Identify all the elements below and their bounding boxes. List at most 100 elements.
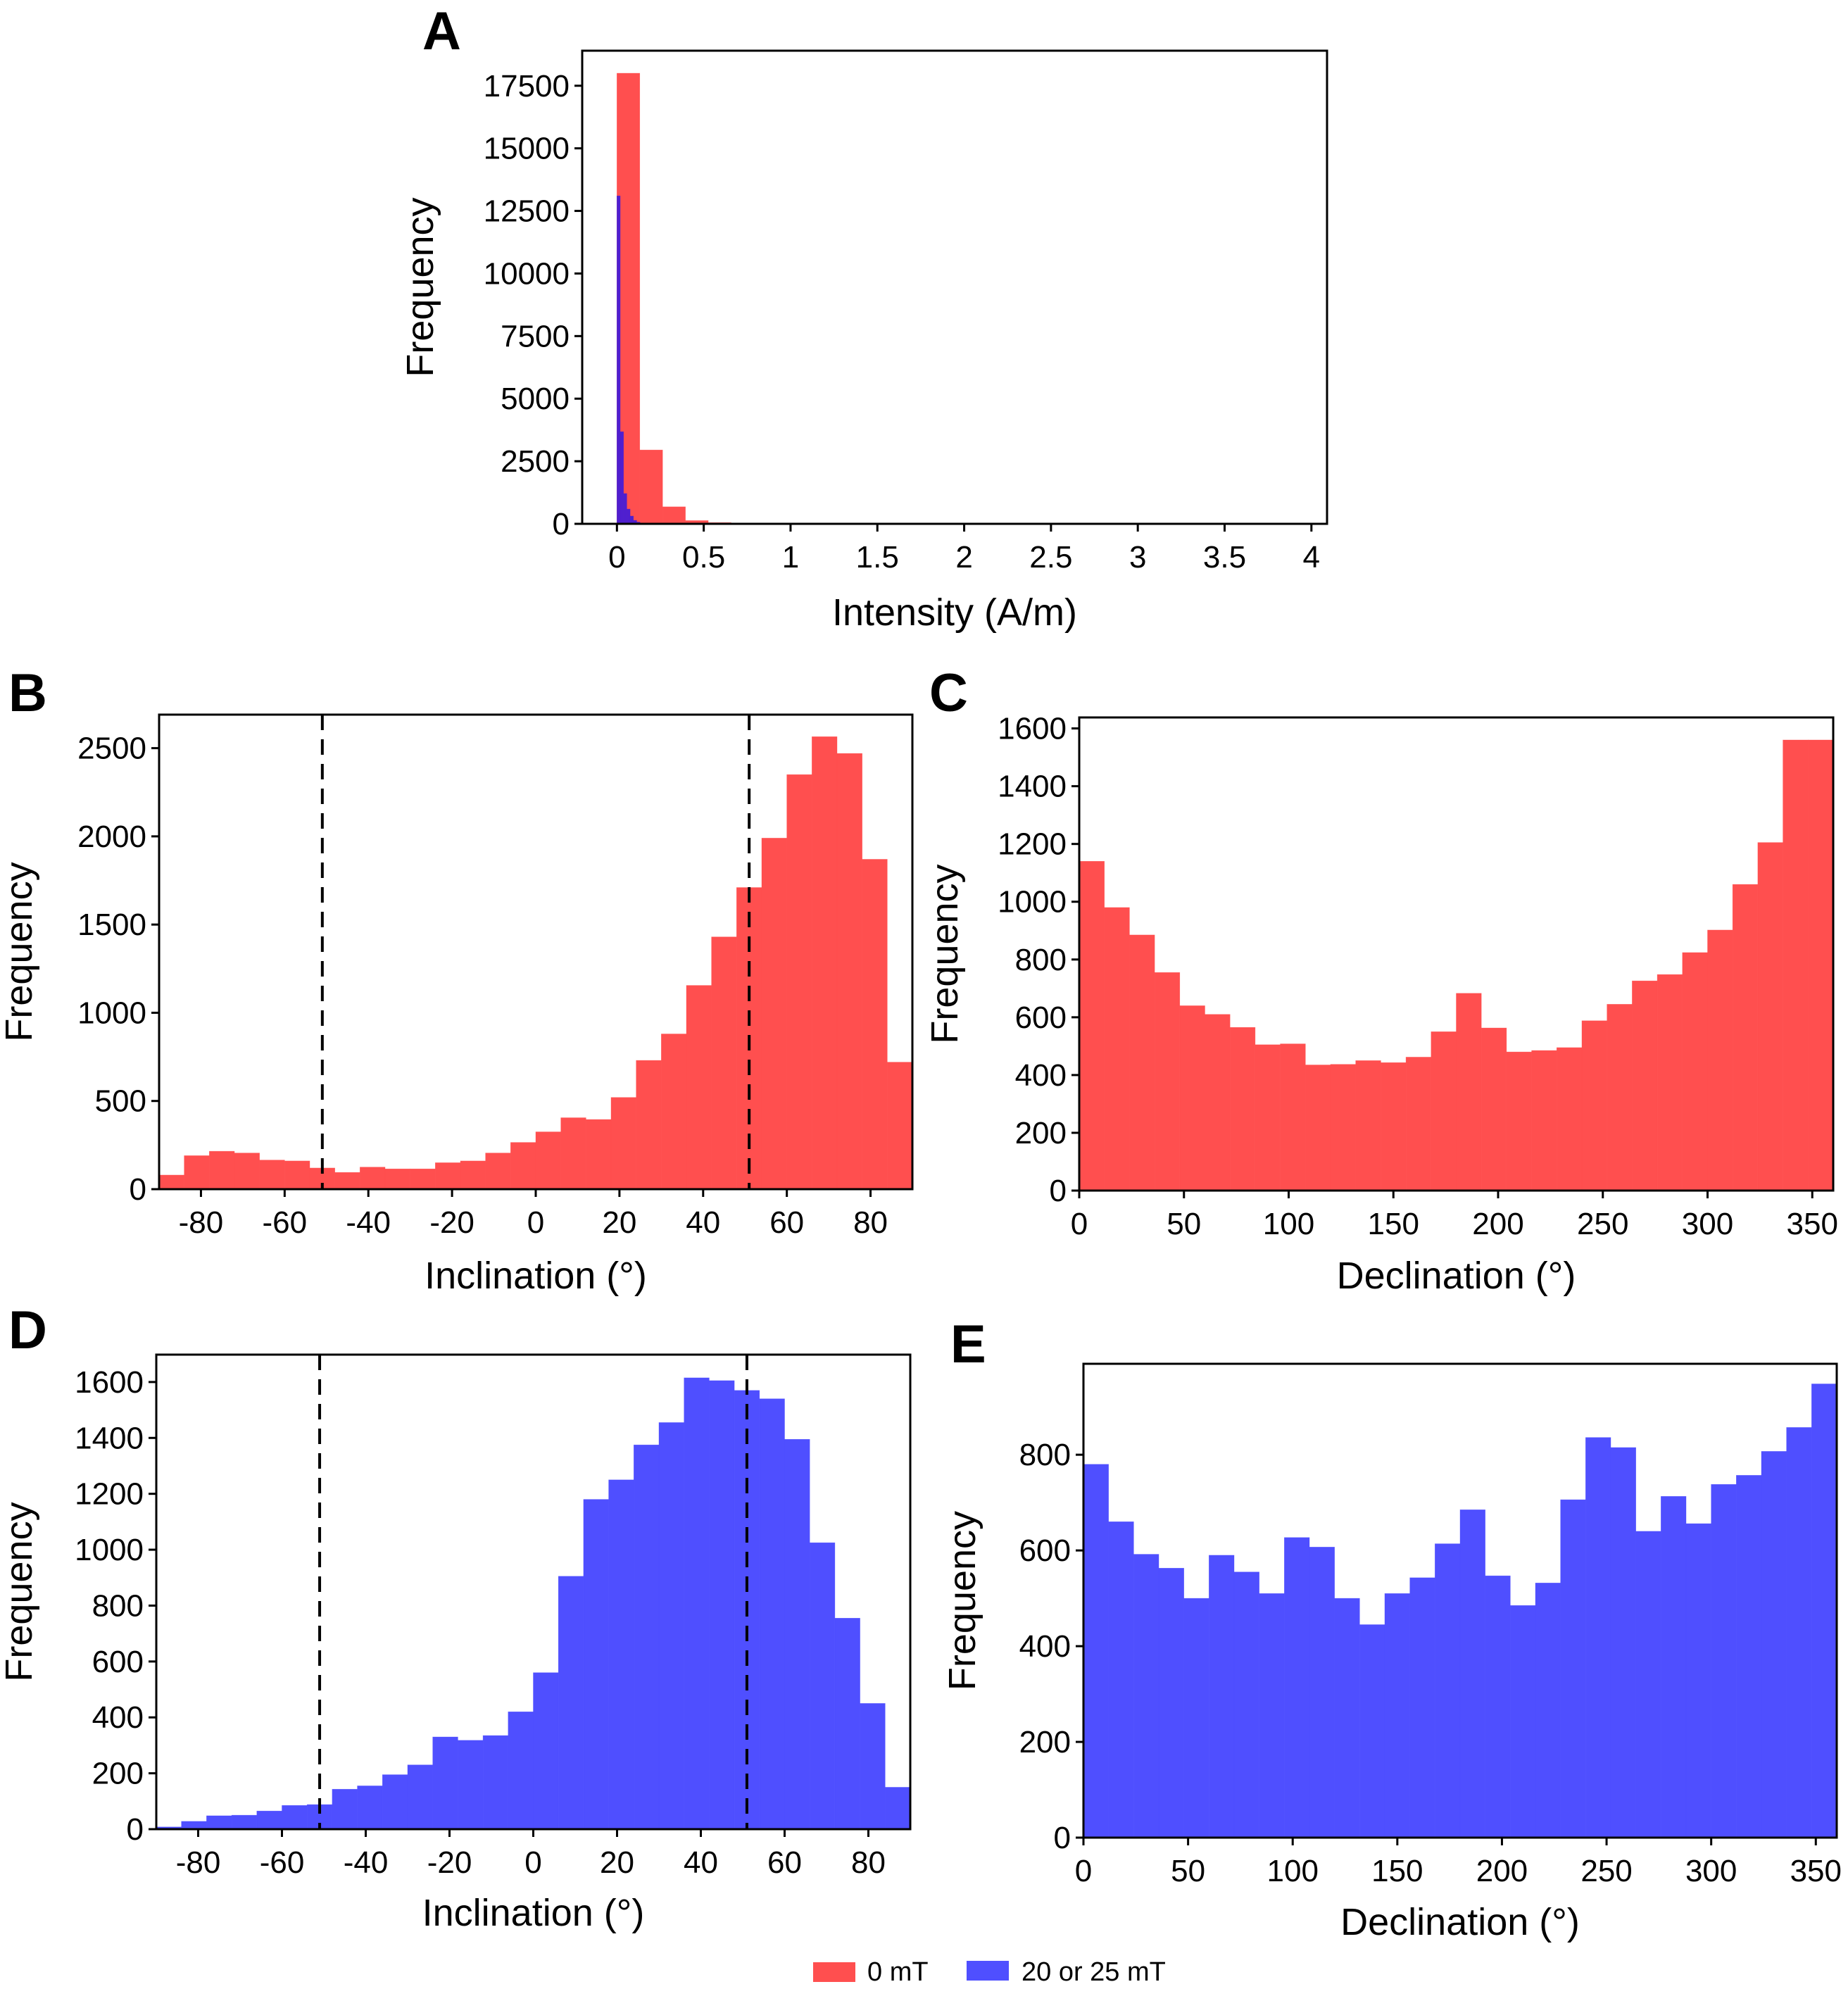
bar-e-s0-15 <box>1459 1510 1485 1838</box>
x-tick-label: 100 <box>1263 1207 1314 1241</box>
bar-e-s0-9 <box>1309 1547 1335 1838</box>
bar-e-s0-16 <box>1485 1575 1511 1838</box>
y-tick-label: 5000 <box>501 382 570 416</box>
x-tick-label: 0 <box>524 1845 541 1880</box>
bar-c-s0-27 <box>1757 842 1783 1191</box>
bar-d-s0-28 <box>860 1703 886 1830</box>
x-tick-label: 300 <box>1685 1854 1737 1888</box>
x-tick-label: -60 <box>260 1845 305 1880</box>
bar-c-s0-17 <box>1506 1051 1532 1191</box>
bar-d-s0-12 <box>458 1740 484 1830</box>
y-tick-label: 0 <box>1050 1174 1067 1208</box>
legend-item-af: 20 or 25 mT <box>967 1957 1166 1987</box>
x-axis-title: Intensity (A/m) <box>832 591 1077 634</box>
bar-b-s0-4 <box>259 1160 285 1190</box>
legend-label-af: 20 or 25 mT <box>1022 1957 1166 1987</box>
y-tick-label: 1200 <box>998 827 1067 862</box>
bar-d-s0-22 <box>709 1380 735 1830</box>
bar-c-s0-16 <box>1481 1027 1507 1191</box>
panel-a-intensity-histogram: A 0 0.5 1 1.5 2 2.5 3 3.5 4 0 2500 5000 7500 10000 12… <box>399 1 1328 634</box>
bar-b-s0-22 <box>711 936 737 1190</box>
bar-b-s0-24 <box>761 838 787 1190</box>
panel-letter-e: E <box>950 1315 986 1374</box>
bar-e-s0-0 <box>1083 1464 1109 1838</box>
x-tick-label: 0 <box>527 1205 544 1240</box>
x-tick-label: 250 <box>1580 1854 1632 1888</box>
y-axis-ticks: 0 2500 5000 7500 10000 12500 15000 17500 <box>484 69 582 541</box>
y-axis-title: Frequency <box>0 1502 40 1681</box>
bar-d-s0-18 <box>608 1479 634 1830</box>
bar-b-s0-7 <box>334 1172 360 1190</box>
bars <box>617 73 1302 525</box>
y-tick-label: 0 <box>127 1812 144 1847</box>
x-tick-label: 3.5 <box>1203 540 1246 575</box>
x-tick-label: 200 <box>1476 1854 1528 1888</box>
bar-e-s0-17 <box>1510 1605 1536 1838</box>
bar-c-s0-20 <box>1581 1020 1608 1191</box>
bar-c-s0-4 <box>1179 1005 1205 1191</box>
y-tick-label: 7500 <box>501 319 570 353</box>
bar-b-s0-0 <box>158 1174 184 1190</box>
x-axis-ticks: 0 0.5 1 1.5 2 2.5 3 3.5 4 <box>608 524 1320 575</box>
bar-e-s0-13 <box>1409 1577 1435 1838</box>
bars <box>158 736 913 1190</box>
y-tick-label: 2500 <box>501 444 570 479</box>
x-tick-label: 4 <box>1303 540 1320 575</box>
x-tick-label: 0.5 <box>682 540 725 575</box>
y-tick-label: 17500 <box>484 69 570 103</box>
y-tick-label: 1600 <box>998 712 1067 746</box>
x-tick-label: 2.5 <box>1029 540 1072 575</box>
y-tick-label: 400 <box>92 1700 144 1735</box>
y-axis-title: Frequency <box>0 862 40 1041</box>
y-axis-title: Frequency <box>399 197 441 377</box>
y-axis-ticks: 0 200 400 600 800 1000 1200 1400 1600 <box>75 1365 156 1847</box>
x-axis-title: Inclination (°) <box>422 1892 645 1934</box>
y-tick-label: 0 <box>553 507 570 541</box>
y-axis-title: Frequency <box>924 864 966 1043</box>
y-tick-label: 800 <box>1019 1438 1071 1472</box>
y-tick-label: 800 <box>92 1588 144 1623</box>
y-tick-label: 400 <box>1015 1058 1067 1093</box>
x-tick-label: -40 <box>344 1845 389 1880</box>
bar-b-s0-16 <box>560 1117 586 1190</box>
x-tick-label: 300 <box>1682 1207 1733 1241</box>
y-tick-label: 600 <box>1015 1000 1067 1035</box>
legend-label-0mT: 0 mT <box>867 1957 929 1987</box>
x-tick-label: 0 <box>608 540 625 575</box>
y-tick-label: 10000 <box>484 256 570 291</box>
bar-d-s0-5 <box>282 1805 308 1830</box>
y-tick-label: 200 <box>1015 1116 1067 1150</box>
bar-c-s0-22 <box>1632 980 1658 1191</box>
x-tick-label: 20 <box>600 1845 634 1880</box>
bar-e-s0-10 <box>1334 1598 1360 1838</box>
y-tick-label: 200 <box>1019 1725 1071 1759</box>
bar-d-s0-11 <box>432 1736 458 1830</box>
y-tick-label: 600 <box>92 1645 144 1679</box>
bar-b-s0-19 <box>636 1060 662 1190</box>
bar-b-s0-18 <box>610 1097 636 1190</box>
panel-e-declination-af: E 0 50 100 150 200 250 300 350 0 200 400 600 800 De… <box>941 1315 1842 1943</box>
y-tick-label: 2000 <box>77 820 146 854</box>
bar-d-s0-8 <box>357 1786 383 1830</box>
bar-c-s0-1 <box>1104 907 1130 1191</box>
x-tick-label: 40 <box>686 1205 720 1240</box>
bar-a-s1-3 <box>627 508 631 525</box>
bar-b-s0-8 <box>360 1167 386 1190</box>
bar-c-s0-23 <box>1657 974 1683 1191</box>
bar-a-s0-1 <box>639 449 663 525</box>
legend-swatch-0mT <box>813 1962 855 1982</box>
panel-d-inclination-af: D -80 -60 -40 -20 0 20 40 60 80 0 200 400 600 800 100… <box>0 1300 912 1934</box>
bar-d-s0-19 <box>633 1444 660 1830</box>
x-tick-label: 1.5 <box>856 540 899 575</box>
bar-e-s0-24 <box>1685 1523 1711 1838</box>
y-tick-label: 1600 <box>75 1365 144 1400</box>
bar-b-s0-27 <box>836 753 862 1190</box>
bar-b-s0-13 <box>485 1153 511 1190</box>
x-axis-ticks: 0 50 100 150 200 250 300 350 <box>1075 1838 1842 1888</box>
bar-a-s1-4 <box>629 515 634 525</box>
x-tick-label: -20 <box>429 1205 474 1240</box>
bar-d-s0-1 <box>181 1821 207 1830</box>
bar-d-s0-7 <box>332 1788 358 1830</box>
panel-c-declination-0mT: C 0 50 100 150 200 250 300 350 0 200 400 600 800 100… <box>924 663 1838 1297</box>
